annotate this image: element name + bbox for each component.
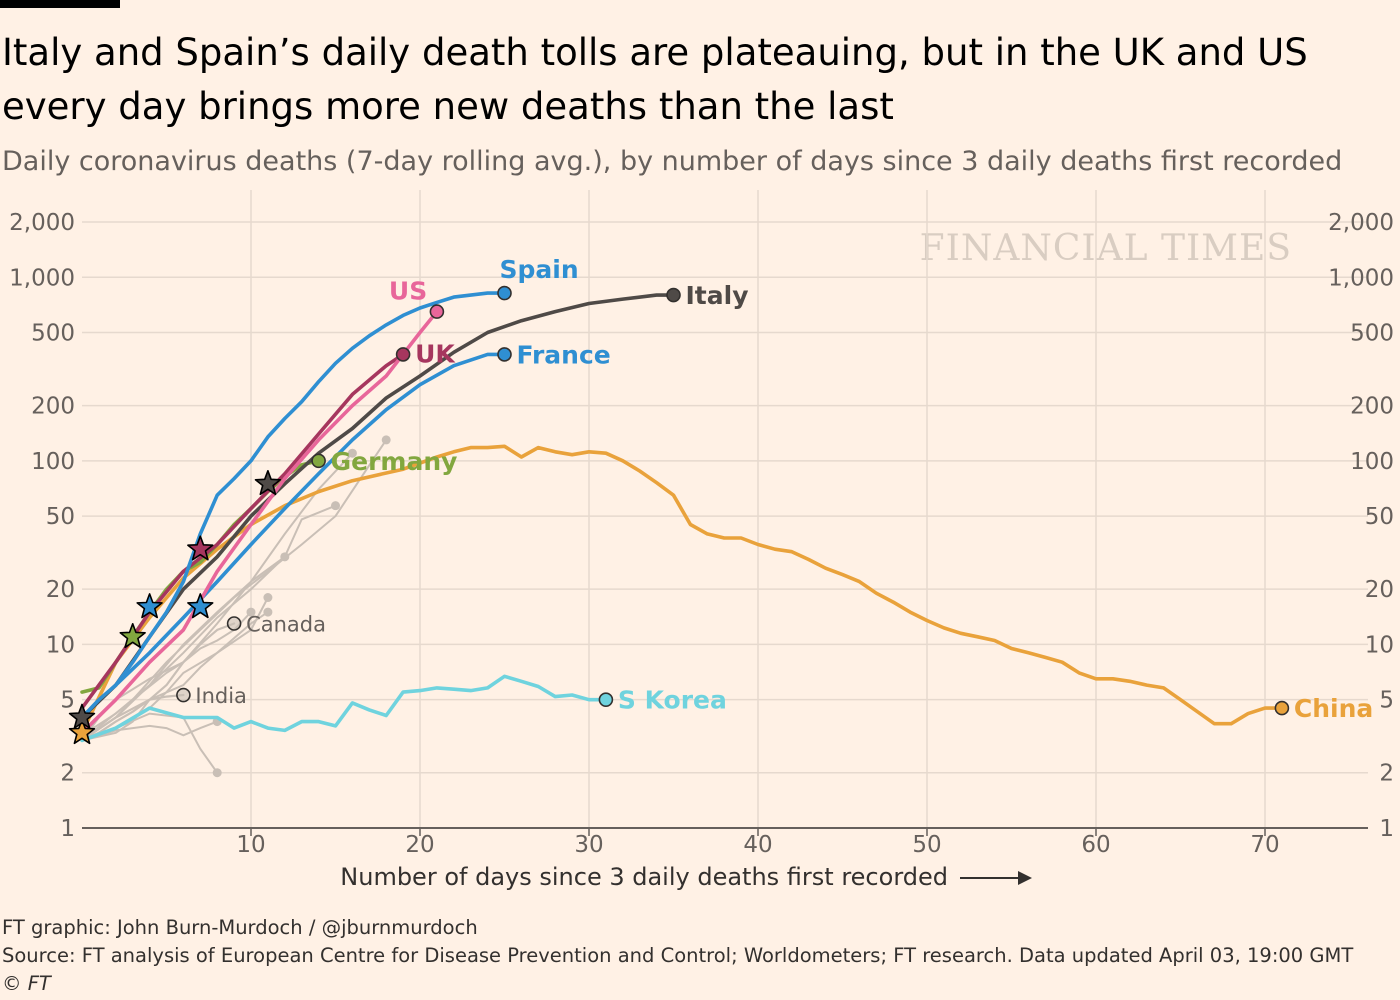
y-tick-label-right: 1 [1379, 816, 1394, 842]
y-tick-label-left: 5 [60, 688, 75, 714]
y-tick-label-right: 1,000 [1328, 265, 1394, 291]
y-tick-label-right: 200 [1350, 394, 1394, 420]
series-line-france [80, 352, 507, 720]
series-end-marker-germany [311, 453, 326, 469]
lockdown-star-icon [187, 535, 214, 561]
x-tick-label: 50 [912, 832, 941, 858]
background-country-dot [212, 768, 222, 778]
y-tick-label-left: 50 [46, 504, 75, 530]
series-end-marker-spain [497, 285, 512, 301]
series-label-italy: Italy [686, 281, 749, 310]
background-country-line [81, 439, 388, 742]
series-labels: Canada India China S Korea Germany France Ital… [195, 255, 1373, 723]
y-tick-label-right: 2,000 [1328, 210, 1394, 236]
footer-credit: FT graphic: John Burn-Murdoch / @jburnmu… [2, 916, 478, 939]
series-label-france: France [517, 340, 611, 369]
series-line-s-korea [80, 674, 608, 743]
series-label-us: US [389, 277, 427, 306]
background-country-dot [347, 448, 357, 458]
y-tick-label-right: 10 [1365, 632, 1394, 658]
x-tick-label: 70 [1250, 832, 1279, 858]
x-axis: 10 20 30 40 50 60 70 [82, 827, 1368, 858]
series-line-uk [80, 352, 405, 710]
y-tick-label-right: 2 [1379, 761, 1394, 787]
y-tick-label-left: 100 [31, 449, 75, 475]
series-end-marker-france [497, 347, 512, 362]
series-end-marker-italy [666, 287, 681, 303]
x-tick-label: 40 [743, 832, 772, 858]
lockdown-star-icon [136, 593, 163, 619]
background-country-dot [331, 501, 340, 511]
y-tick-label-right: 20 [1365, 577, 1394, 603]
y-tick-label-left: 20 [46, 577, 75, 603]
lockdown-star-icon [68, 719, 96, 745]
x-axis-label: Number of days since 3 daily deaths firs… [340, 863, 948, 891]
y-tick-label-left: 500 [31, 321, 75, 347]
lockdown-star-icon [254, 470, 282, 496]
y-tick-label-left: 10 [46, 632, 75, 658]
x-tick-label: 30 [574, 832, 603, 858]
background-country-line [81, 504, 336, 737]
x-tick-label: 60 [1081, 832, 1110, 858]
series-label-canada: Canada [246, 613, 326, 637]
series-end-marker-us [429, 304, 445, 319]
series-end-marker-uk [395, 347, 411, 362]
chart-subtitle: Daily coronavirus deaths (7-day rolling … [2, 146, 1343, 177]
series-line-canada [80, 622, 236, 742]
y-tick-label-left: 2,000 [9, 210, 75, 236]
footer-copyright: © FT [2, 972, 51, 995]
series-line-spain [80, 291, 507, 720]
background-country-dot [263, 593, 273, 603]
series-label-germany: Germany [331, 447, 458, 476]
y-axis-left: 1 2 5 10 20 50 100 200 500 1,000 2,000 [9, 210, 75, 842]
y-tick-label-right: 500 [1350, 321, 1394, 347]
x-tick-label: 10 [236, 832, 265, 858]
y-axis-right: 1 2 5 10 20 50 100 200 500 1,000 2,000 [1328, 210, 1394, 842]
y-tick-label-left: 200 [31, 394, 75, 420]
series-end-marker-canada [226, 616, 242, 631]
ft-watermark: FINANCIAL TIMES [920, 228, 1292, 269]
ft-top-bar [0, 0, 120, 8]
lockdown-star-icon [187, 593, 214, 619]
series-end-marker-india [176, 687, 191, 703]
series-line-us [80, 309, 439, 735]
background-country-dot [263, 607, 273, 617]
chart-title: Italy and Spain’s daily death tolls are … [2, 31, 1308, 128]
y-tick-label-left: 1 [60, 816, 75, 842]
series-line-china [80, 444, 1284, 735]
lockdown-stars [68, 470, 282, 745]
y-tick-label-right: 100 [1350, 449, 1394, 475]
series-label-spain: Spain [500, 255, 579, 284]
series-label-uk: UK [415, 339, 456, 368]
lockdown-star-icon [68, 703, 96, 729]
x-axis-arrow-icon [960, 871, 1032, 885]
series-end-marker-s-korea [598, 692, 614, 707]
series-label-s-korea: S Korea [618, 686, 727, 715]
footer-source: Source: FT analysis of European Centre f… [2, 944, 1354, 967]
y-tick-label-right: 50 [1365, 504, 1394, 530]
lockdown-star-icon [119, 623, 146, 649]
y-tick-label-right: 5 [1379, 688, 1394, 714]
background-country-line [81, 720, 218, 742]
gridlines [82, 190, 1368, 828]
series-markers [176, 285, 1290, 716]
series-line-italy [80, 293, 676, 720]
series-end-marker-china [1274, 700, 1290, 716]
background-country-dot [381, 435, 391, 445]
series-label-china: China [1294, 694, 1373, 723]
y-tick-label-left: 2 [60, 761, 75, 787]
y-tick-label-left: 1,000 [9, 265, 75, 291]
background-country-dot [246, 607, 256, 617]
series-label-india: India [195, 684, 247, 708]
x-tick-label: 20 [405, 832, 434, 858]
